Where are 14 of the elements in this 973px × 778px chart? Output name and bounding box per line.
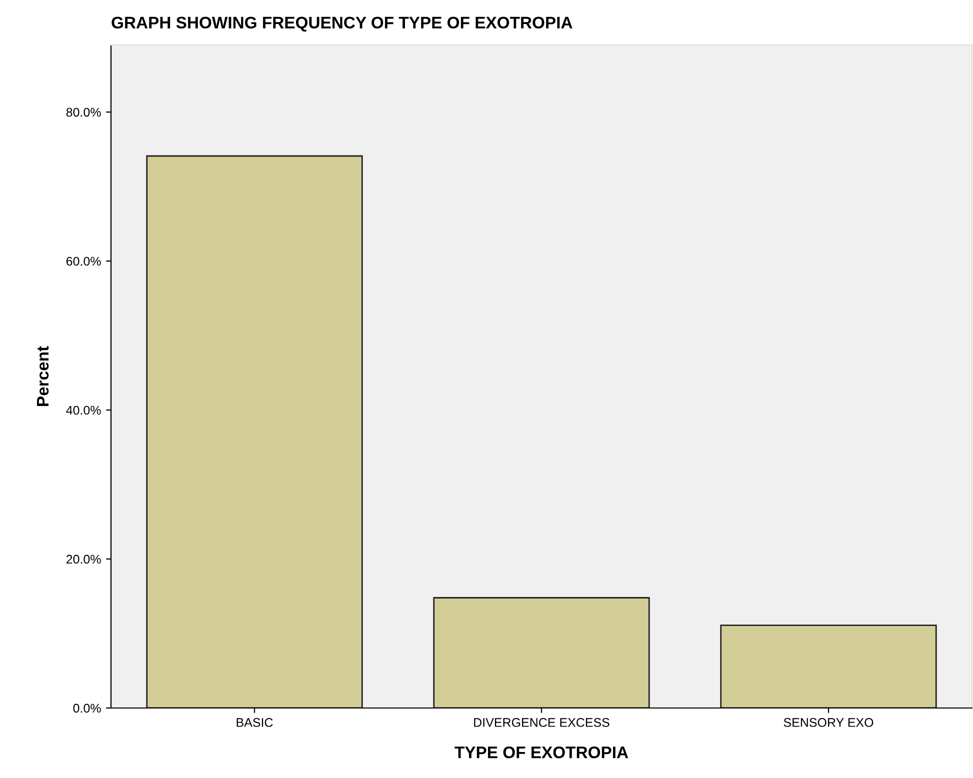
chart-title: GRAPH SHOWING FREQUENCY OF TYPE OF EXOTROPIA — [112, 16, 572, 32]
y-tick-label: 80.0% — [66, 108, 101, 117]
x-tick-label: BASIC — [236, 718, 273, 727]
bar — [720, 624, 937, 708]
x-tick-label: SENSORY EXO — [784, 718, 874, 727]
y-tick-label: 0.0% — [73, 704, 101, 713]
y-tick-label: 60.0% — [66, 256, 101, 266]
y-tick-label: 20.0% — [66, 554, 101, 564]
bar — [146, 155, 363, 708]
y-axis-title: Percent — [37, 346, 49, 406]
x-tick-label: DIVERGENCE EXCESS — [474, 718, 610, 727]
bar — [433, 597, 650, 708]
y-tick-label: 40.0% — [66, 406, 101, 415]
x-axis-title: TYPE OF EXOTROPIA — [454, 746, 628, 758]
